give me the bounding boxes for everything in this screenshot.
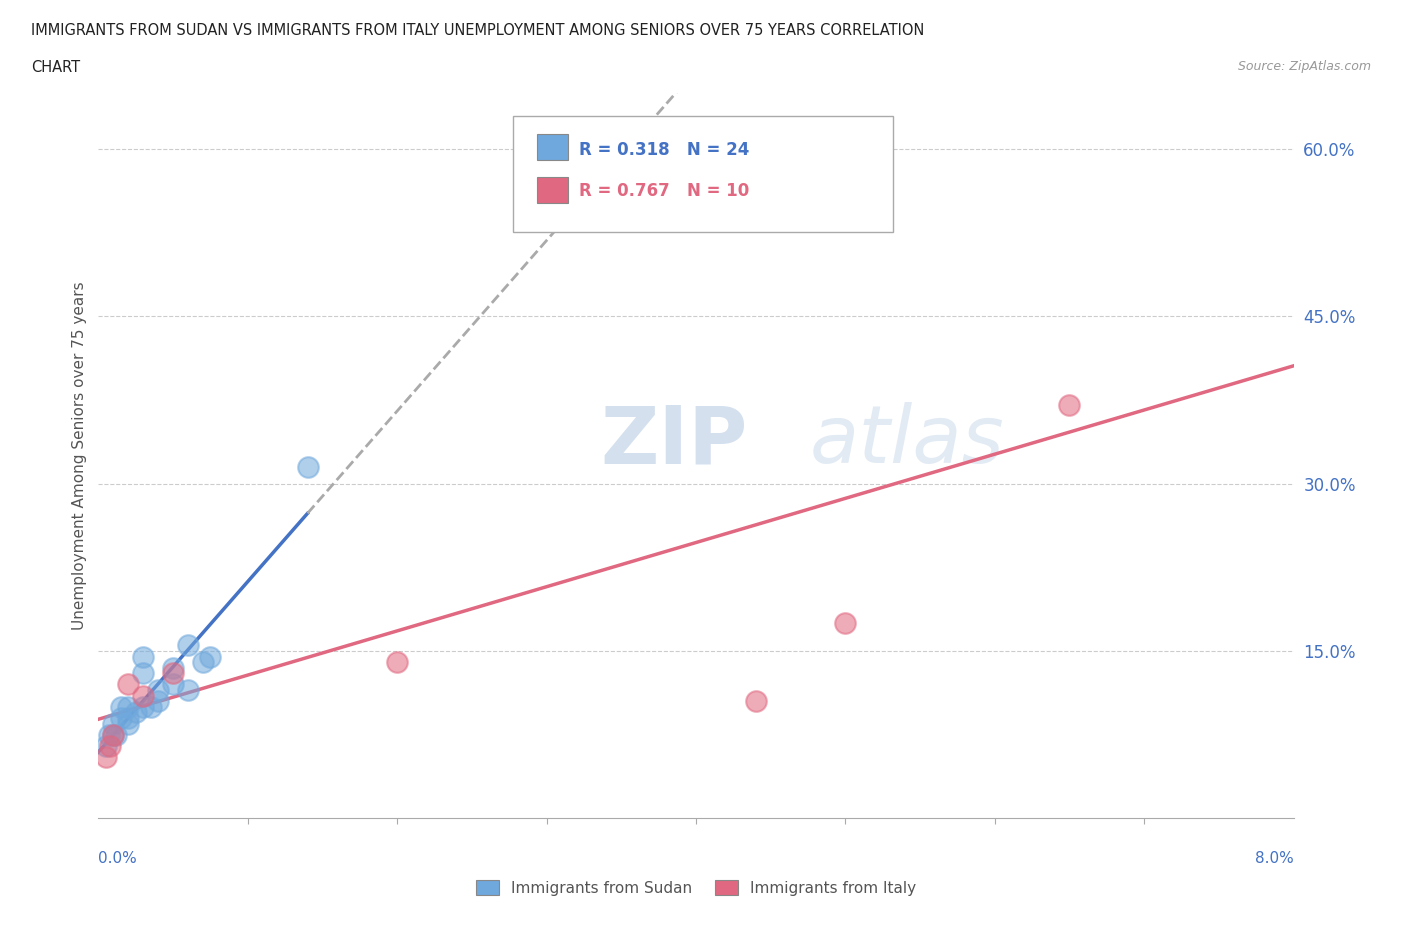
Point <box>132 666 155 681</box>
Point <box>103 727 125 742</box>
Point <box>139 699 162 714</box>
Point <box>834 616 856 631</box>
Point <box>110 711 132 725</box>
Text: atlas: atlas <box>810 402 1004 480</box>
Point <box>105 727 128 742</box>
Point <box>297 459 319 474</box>
Point <box>117 716 139 731</box>
Point <box>110 699 132 714</box>
Point <box>191 655 214 670</box>
Point <box>177 683 200 698</box>
Point <box>94 738 117 753</box>
Point <box>132 699 155 714</box>
Point <box>148 694 170 709</box>
Point <box>200 649 222 664</box>
Text: IMMIGRANTS FROM SUDAN VS IMMIGRANTS FROM ITALY UNEMPLOYMENT AMONG SENIORS OVER 7: IMMIGRANTS FROM SUDAN VS IMMIGRANTS FROM… <box>31 23 924 38</box>
Point <box>162 666 184 681</box>
Point <box>125 705 148 720</box>
Point <box>177 638 200 653</box>
Point <box>117 699 139 714</box>
Text: ZIP: ZIP <box>600 402 748 480</box>
Point <box>98 738 122 753</box>
Point <box>94 750 117 764</box>
Point <box>1059 398 1081 413</box>
Point <box>117 711 139 725</box>
Point <box>103 716 125 731</box>
Point <box>655 208 678 223</box>
Point <box>162 677 184 692</box>
Point <box>132 649 155 664</box>
Text: 0.0%: 0.0% <box>98 851 138 866</box>
Point <box>117 677 139 692</box>
Text: CHART: CHART <box>31 60 80 75</box>
Y-axis label: Unemployment Among Seniors over 75 years: Unemployment Among Seniors over 75 years <box>72 282 87 630</box>
Point <box>148 683 170 698</box>
Text: R = 0.318   N = 24: R = 0.318 N = 24 <box>579 141 749 159</box>
Point <box>162 660 184 675</box>
Point <box>103 727 125 742</box>
Text: R = 0.767   N = 10: R = 0.767 N = 10 <box>579 182 749 200</box>
Legend: Immigrants from Sudan, Immigrants from Italy: Immigrants from Sudan, Immigrants from I… <box>470 873 922 902</box>
Text: Source: ZipAtlas.com: Source: ZipAtlas.com <box>1237 60 1371 73</box>
Point <box>97 727 120 742</box>
Point <box>385 655 409 670</box>
Point <box>745 694 768 709</box>
Point <box>132 688 155 703</box>
Text: 8.0%: 8.0% <box>1254 851 1294 866</box>
